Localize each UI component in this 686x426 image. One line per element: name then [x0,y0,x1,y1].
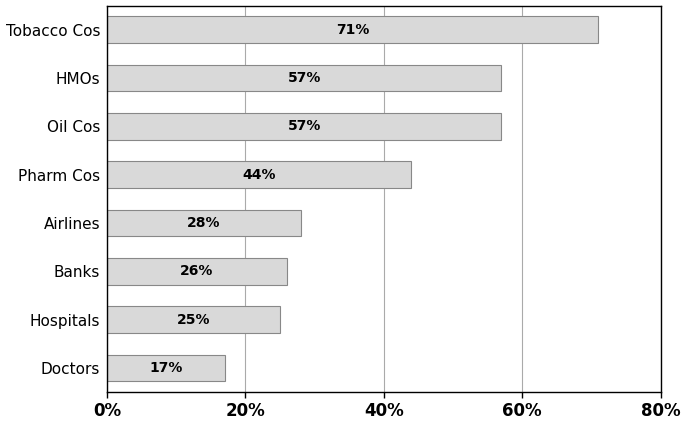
Text: 17%: 17% [149,361,182,375]
Text: 44%: 44% [242,168,276,181]
Text: 28%: 28% [187,216,221,230]
Bar [107,65,501,91]
Bar [107,306,280,333]
Bar [107,161,412,188]
Bar [107,258,287,285]
Text: 57%: 57% [287,119,321,133]
Text: 71%: 71% [336,23,369,37]
Text: 57%: 57% [287,71,321,85]
Bar [107,113,501,140]
Bar [107,354,224,381]
Bar [107,210,300,236]
Bar [107,17,598,43]
Text: 25%: 25% [177,313,210,327]
Text: 26%: 26% [180,264,213,278]
